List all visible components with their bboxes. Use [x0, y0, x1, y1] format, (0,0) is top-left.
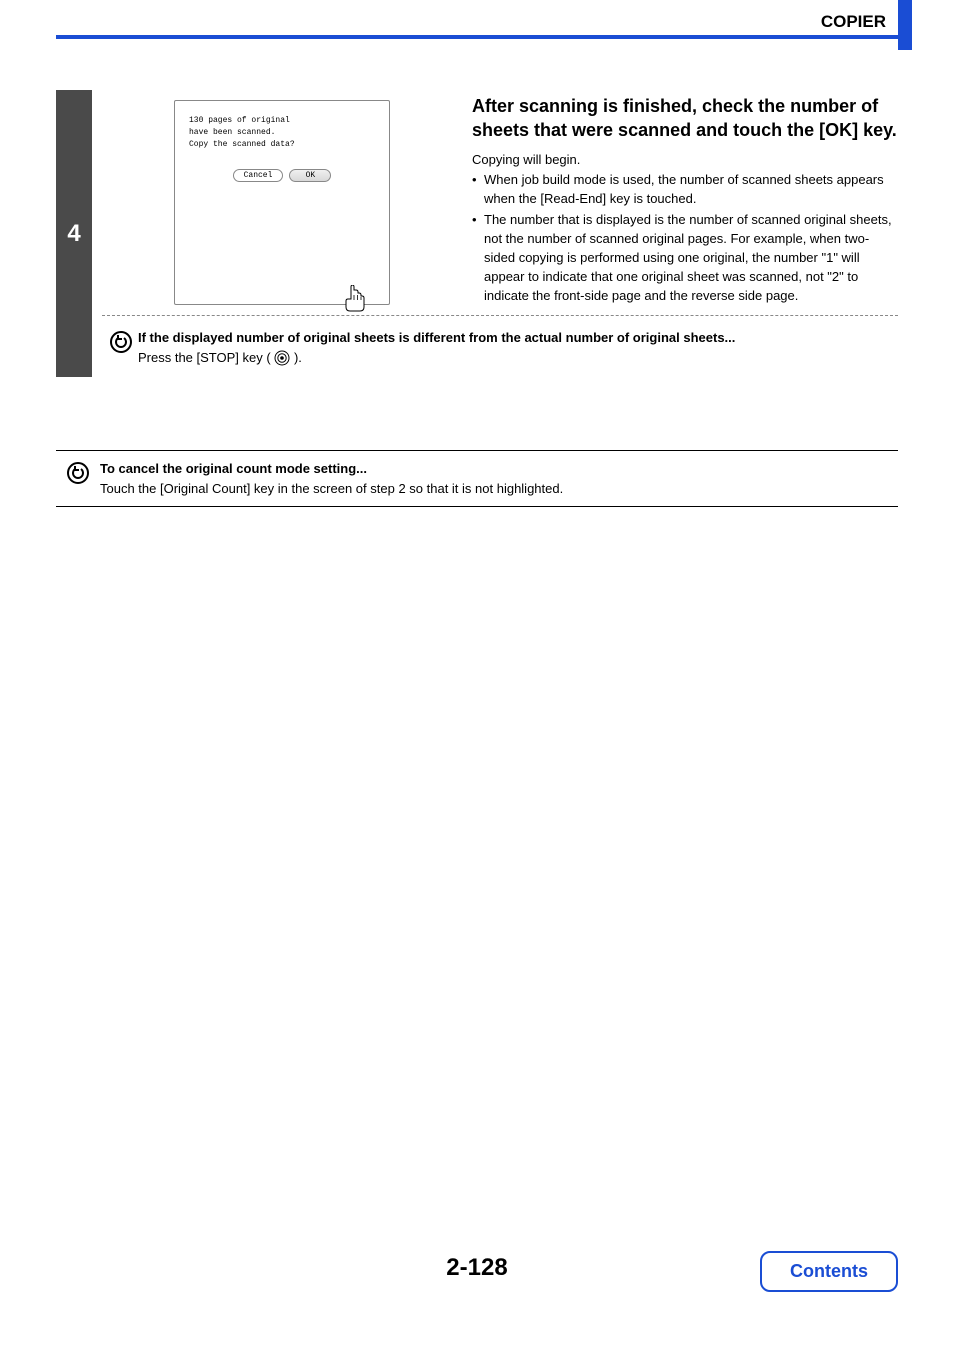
- confirm-dialog: 130 pages of original have been scanned.…: [174, 100, 390, 305]
- dialog-line1: 130 pages of original: [189, 115, 375, 127]
- step-heading: After scanning is finished, check the nu…: [472, 94, 898, 143]
- dialog-line2: have been scanned.: [189, 127, 375, 139]
- undo-icon: [56, 459, 100, 485]
- step-4-box: 4 130 pages of original have been scanne…: [56, 90, 898, 377]
- stop-note: If the displayed number of original shee…: [102, 324, 898, 377]
- step-body: 130 pages of original have been scanned.…: [92, 90, 898, 377]
- bullet-2: • The number that is displayed is the nu…: [472, 211, 898, 305]
- lead-text: Copying will begin.: [472, 151, 898, 170]
- cancel-note-box: To cancel the original count mode settin…: [56, 450, 898, 507]
- header-side-tab: [898, 0, 912, 50]
- dialog-line3: Copy the scanned data?: [189, 139, 375, 151]
- contents-button[interactable]: Contents: [760, 1251, 898, 1292]
- stop-note-text: If the displayed number of original shee…: [138, 328, 898, 367]
- header-rule: [56, 35, 898, 39]
- dialog-message: 130 pages of original have been scanned.…: [175, 111, 389, 169]
- cancel-note-text: To cancel the original count mode settin…: [100, 459, 898, 498]
- section-title: COPIER: [821, 12, 886, 32]
- undo-icon: [104, 328, 138, 354]
- bullet-2-text: The number that is displayed is the numb…: [484, 211, 898, 305]
- dialog-illustration: 130 pages of original have been scanned.…: [102, 90, 462, 305]
- ok-button[interactable]: OK: [289, 169, 331, 182]
- bullet-1-text: When job build mode is used, the number …: [484, 171, 898, 209]
- bullet-dot: •: [472, 171, 484, 209]
- cancel-button[interactable]: Cancel: [233, 169, 284, 182]
- instruction-body: Copying will begin. • When job build mod…: [472, 151, 898, 306]
- stop-note-bold: If the displayed number of original shee…: [138, 330, 735, 345]
- stop-key-icon: [274, 350, 290, 366]
- step-number: 4: [56, 90, 92, 377]
- stop-note-post: ).: [294, 350, 302, 365]
- cancel-note-body: Touch the [Original Count] key in the sc…: [100, 481, 563, 496]
- dialog-buttons: Cancel OK: [175, 169, 389, 186]
- pointer-icon: [343, 285, 369, 318]
- bullet-dot: •: [472, 211, 484, 305]
- dashed-divider: [102, 315, 898, 316]
- cancel-note-bold: To cancel the original count mode settin…: [100, 461, 367, 476]
- step-top-row: 130 pages of original have been scanned.…: [102, 90, 898, 305]
- instruction-text: After scanning is finished, check the nu…: [462, 90, 898, 305]
- stop-note-pre: Press the [STOP] key (: [138, 350, 271, 365]
- bullet-1: • When job build mode is used, the numbe…: [472, 171, 898, 209]
